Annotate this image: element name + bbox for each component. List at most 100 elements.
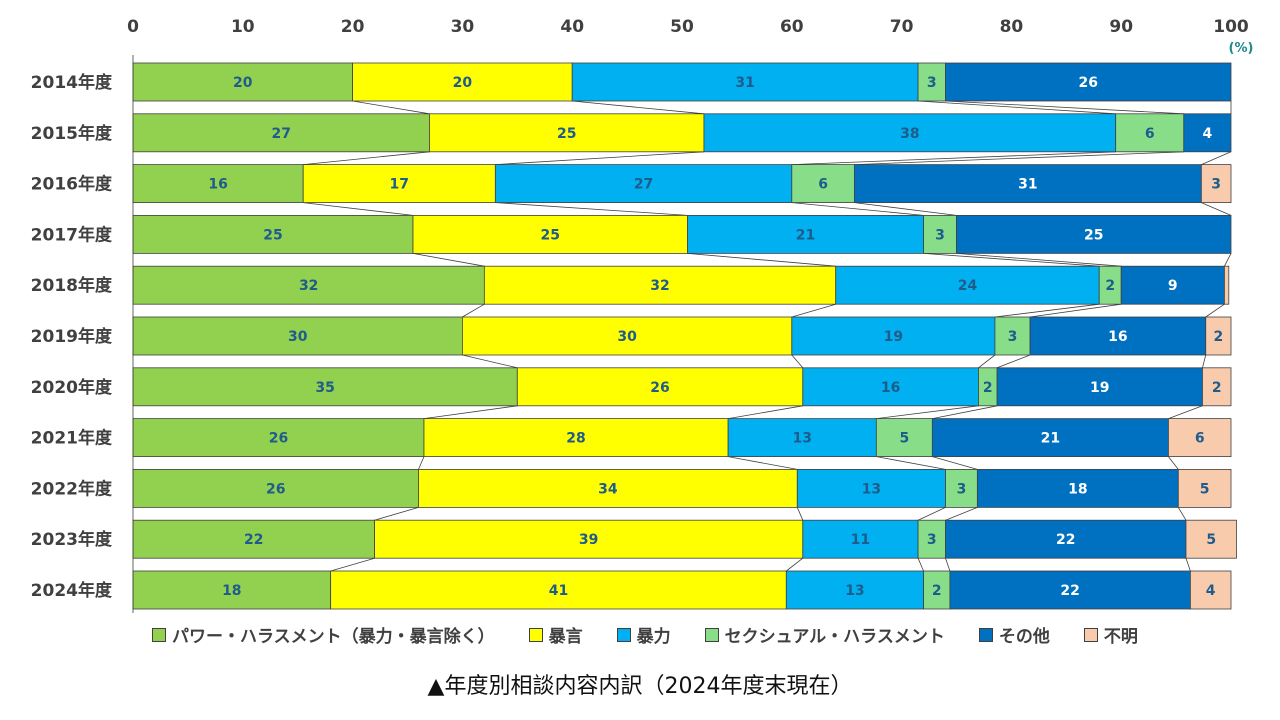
bar-segment <box>418 468 798 508</box>
data-label: 18 <box>1068 481 1087 497</box>
data-label: 32 <box>299 278 318 294</box>
series-connector-line <box>786 557 804 572</box>
series-connector-line <box>303 202 414 216</box>
series-connector-line <box>1201 202 1232 216</box>
bar-segment <box>956 214 1232 254</box>
bar-segment <box>791 316 996 356</box>
series-connector-line <box>462 303 485 318</box>
data-label: 26 <box>266 481 285 497</box>
legend-label: 暴言 <box>548 627 583 647</box>
series-connector-line <box>994 303 1100 318</box>
bar-segment <box>132 468 419 508</box>
connector-lines <box>303 100 1232 572</box>
data-label: 17 <box>390 177 409 193</box>
bar-segment <box>412 214 688 254</box>
series-connector-line <box>918 100 1116 115</box>
category-label: 2018年度 <box>31 275 113 296</box>
series-connector-line <box>917 558 924 572</box>
series-connector-line <box>423 405 518 419</box>
series-connector-line <box>1224 253 1232 267</box>
bar-segment <box>945 519 1187 559</box>
category-label: 2017年度 <box>31 224 113 245</box>
data-label: 18 <box>222 583 241 599</box>
x-tick-label: 100 <box>1213 17 1249 37</box>
bar-segment <box>785 570 924 610</box>
bar-segment <box>352 62 573 102</box>
legend-swatch <box>528 627 543 642</box>
bar-segment <box>483 265 837 305</box>
bar-segment <box>132 113 430 153</box>
bar-segment <box>1168 418 1232 458</box>
series-connector-line <box>945 507 978 521</box>
category-label: 2023年度 <box>31 529 113 550</box>
series-connector-line <box>978 354 996 369</box>
series-connector-line <box>917 507 946 521</box>
data-label: 25 <box>263 227 282 243</box>
bar-segment <box>802 367 979 407</box>
series-connector-line <box>996 354 1031 369</box>
bar-segment <box>516 367 804 407</box>
data-label: 9 <box>1168 278 1178 294</box>
bar-segment <box>1029 316 1207 356</box>
data-label: 20 <box>233 75 253 91</box>
category-label: 2015年度 <box>31 123 113 144</box>
bars <box>132 62 1237 610</box>
data-label: 27 <box>634 177 653 193</box>
data-label: 39 <box>579 532 598 548</box>
series-connector-line <box>1185 558 1191 572</box>
bar-segment <box>1202 367 1232 407</box>
data-label: 28 <box>566 431 585 447</box>
data-label: 22 <box>1060 583 1079 599</box>
legend-swatch <box>704 627 719 642</box>
series-connector-line <box>876 456 946 470</box>
legend-label: 不明 <box>1103 627 1138 647</box>
bar-segment <box>1224 265 1230 305</box>
bar-segment <box>132 62 354 102</box>
series-connector-line <box>728 456 798 470</box>
data-label: 20 <box>453 75 473 91</box>
bar-segment <box>132 519 375 559</box>
series-connector-line <box>495 151 704 165</box>
x-tick-label: 10 <box>231 17 255 37</box>
x-tick-label: 70 <box>890 17 914 37</box>
bar-segment <box>835 265 1100 305</box>
data-label: 22 <box>244 532 263 548</box>
data-label: 16 <box>208 177 227 193</box>
data-label: 19 <box>1090 380 1109 396</box>
data-label: 25 <box>557 126 576 142</box>
bar-segment <box>923 214 957 254</box>
data-label: 4 <box>1203 126 1213 142</box>
data-label: 2 <box>983 380 993 396</box>
data-label: 26 <box>1079 75 1098 91</box>
series-connector-line <box>1205 303 1225 318</box>
series-connector-line <box>945 100 1184 115</box>
legend-swatch <box>152 627 166 642</box>
bar-segment <box>1185 519 1237 559</box>
x-tick-label: 20 <box>341 17 365 37</box>
data-label: 21 <box>1041 431 1060 447</box>
series-connector-line <box>791 354 804 369</box>
series-connector-line <box>932 456 978 470</box>
data-label: 6 <box>1145 126 1155 142</box>
data-label: 5 <box>899 431 909 447</box>
x-tick-label: 90 <box>1109 17 1133 37</box>
data-label: 19 <box>884 329 903 345</box>
legend-item: パワー・ハラスメント（暴力・暴言除く） <box>152 622 495 647</box>
bar-segment <box>132 265 485 305</box>
bar-segment <box>917 519 946 559</box>
data-label: 31 <box>735 75 754 91</box>
data-label: 34 <box>598 481 618 497</box>
x-tick-label: 80 <box>1000 17 1024 37</box>
bar-segment <box>996 367 1203 407</box>
legend-swatch <box>616 627 631 642</box>
bar-segment <box>132 316 463 356</box>
data-label: 41 <box>549 583 568 599</box>
legend-swatch <box>978 627 993 642</box>
data-label: 13 <box>845 583 864 599</box>
data-label: 3 <box>927 75 937 91</box>
legend: パワー・ハラスメント（暴力・暴言除く） 暴言 暴力 セクシュアル・ハラスメント その他 不… <box>152 622 1172 647</box>
bar-segment <box>571 62 919 102</box>
category-label: 2020年度 <box>31 377 113 398</box>
data-label: 32 <box>650 278 669 294</box>
series-connector-line <box>728 405 803 419</box>
